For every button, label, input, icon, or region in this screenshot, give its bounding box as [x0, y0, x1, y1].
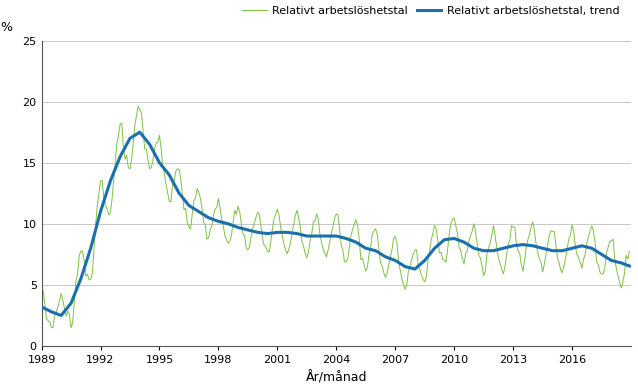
Relativt arbetslöshetstal, trend [596, 251, 604, 256]
Line: Relativt arbetslöshetstal, trend: Relativt arbetslöshetstal, trend [41, 132, 630, 316]
Relativt arbetslöshetstal [626, 249, 634, 253]
Relativt arbetslöshetstal [48, 325, 56, 330]
Relativt arbetslöshetstal [216, 206, 224, 210]
Relativt arbetslöshetstal, trend [57, 313, 65, 318]
Relativt arbetslöshetstal [298, 239, 306, 244]
Text: %: % [0, 22, 12, 34]
Relativt arbetslöshetstal, trend [112, 167, 119, 171]
Relativt arbetslöshetstal, trend [216, 219, 224, 224]
Legend: Relativt arbetslöshetstal, Relativt arbetslöshetstal, trend: Relativt arbetslöshetstal, Relativt arbe… [242, 6, 619, 16]
Relativt arbetslöshetstal, trend [626, 264, 634, 268]
Relativt arbetslöshetstal, trend [298, 233, 306, 237]
Relativt arbetslöshetstal [38, 289, 45, 294]
Line: Relativt arbetslöshetstal: Relativt arbetslöshetstal [41, 106, 630, 328]
Relativt arbetslöshetstal [135, 104, 142, 108]
Relativt arbetslöshetstal [112, 160, 119, 165]
Relativt arbetslöshetstal [236, 209, 244, 214]
Relativt arbetslöshetstal [596, 270, 604, 274]
Relativt arbetslöshetstal [246, 244, 253, 249]
X-axis label: År/månad: År/månad [306, 371, 367, 384]
Relativt arbetslöshetstal, trend [136, 130, 144, 135]
Relativt arbetslöshetstal, trend [236, 226, 244, 230]
Relativt arbetslöshetstal, trend [246, 228, 253, 233]
Relativt arbetslöshetstal, trend [38, 305, 45, 309]
